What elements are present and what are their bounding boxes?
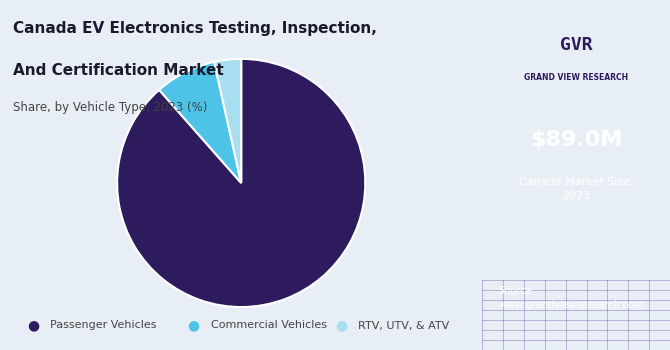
Wedge shape	[117, 59, 365, 307]
Text: Share, by Vehicle Type, 2023 (%): Share, by Vehicle Type, 2023 (%)	[13, 102, 208, 114]
Text: ●: ●	[27, 318, 39, 332]
Text: Passenger Vehicles: Passenger Vehicles	[50, 321, 157, 330]
Text: Source:
www.grandviewresearch.com: Source: www.grandviewresearch.com	[499, 286, 643, 309]
Text: Canada Market Size,
2023: Canada Market Size, 2023	[519, 177, 634, 201]
Text: GRAND VIEW RESEARCH: GRAND VIEW RESEARCH	[524, 72, 628, 82]
Text: Commercial Vehicles: Commercial Vehicles	[211, 321, 327, 330]
Text: RTV, UTV, & ATV: RTV, UTV, & ATV	[358, 321, 450, 330]
Wedge shape	[214, 59, 241, 183]
Text: GVR: GVR	[560, 36, 592, 55]
Text: ●: ●	[335, 318, 347, 332]
Text: Canada EV Electronics Testing, Inspection,: Canada EV Electronics Testing, Inspectio…	[13, 21, 377, 36]
Text: $89.0M: $89.0M	[530, 130, 622, 150]
Text: And Certification Market: And Certification Market	[13, 63, 224, 78]
Wedge shape	[159, 62, 241, 183]
Text: ●: ●	[188, 318, 200, 332]
